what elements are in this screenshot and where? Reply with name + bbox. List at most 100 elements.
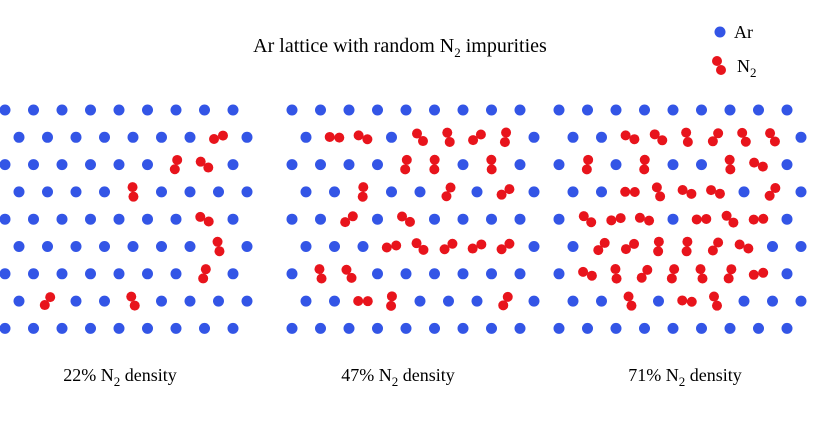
n2-atom <box>498 300 509 311</box>
n2-atom <box>709 291 720 302</box>
n2-atom <box>695 264 706 275</box>
ar-atom <box>142 213 153 225</box>
n2-atom <box>447 238 458 249</box>
ar-atom <box>156 131 167 143</box>
n2-atom <box>499 137 510 148</box>
ar-atom <box>781 104 793 116</box>
n2-atom <box>39 300 50 311</box>
panel-label-text: 71% N <box>628 365 679 385</box>
n2-atom <box>651 182 662 193</box>
ar-atom <box>696 104 707 116</box>
ar-atom <box>170 104 182 116</box>
ar-atom <box>528 295 540 307</box>
ar-atom <box>667 322 679 334</box>
n2-atom <box>429 164 440 175</box>
ar-atom <box>227 213 239 225</box>
panel-label-subscript: 2 <box>114 374 121 389</box>
ar-atom <box>227 268 239 280</box>
n2-atom <box>714 188 725 199</box>
lattice-panel <box>0 104 253 334</box>
n2-atom <box>442 127 453 138</box>
n2-atom <box>212 236 223 247</box>
n2-atom <box>504 238 515 249</box>
n2-atom <box>686 296 697 307</box>
ar-atom <box>28 268 39 280</box>
n2-atom <box>681 246 692 257</box>
n2-atom <box>126 291 137 302</box>
n2-atom <box>669 264 680 275</box>
ar-atom <box>70 186 82 198</box>
ar-atom <box>156 186 167 198</box>
n2-atom <box>314 264 325 275</box>
legend-ar: Ar <box>734 22 753 42</box>
n2-atom <box>657 135 668 146</box>
ar-atom <box>471 186 483 198</box>
ar-atom <box>753 104 764 116</box>
ar-atom <box>184 186 196 198</box>
n2-atom <box>45 292 56 303</box>
ar-atom <box>28 322 39 334</box>
ar-atom <box>113 104 125 116</box>
n2-atom <box>316 273 327 284</box>
ar-atom <box>113 268 125 280</box>
ar-atom <box>372 213 383 225</box>
ar-atom <box>42 131 53 143</box>
ar-atom <box>567 131 579 143</box>
ar-atom <box>13 241 25 252</box>
ar-atom <box>738 186 750 198</box>
ar-atom <box>528 131 540 143</box>
ar-atom <box>13 295 25 307</box>
ar-atom <box>85 104 96 116</box>
ar-atom <box>300 241 312 252</box>
ar-atom <box>610 159 622 171</box>
n2-atom <box>486 164 497 175</box>
n2-atom <box>586 270 597 281</box>
n2-atom <box>362 296 373 307</box>
ar-atom <box>329 186 340 198</box>
ar-atom <box>667 104 679 116</box>
ar-atom <box>113 213 125 225</box>
n2-atom <box>629 238 640 249</box>
legend-n2-text: N <box>737 56 750 76</box>
n2-atom <box>353 130 364 141</box>
n2-atom <box>578 211 589 222</box>
ar-atom <box>357 241 369 252</box>
ar-atom <box>582 104 593 116</box>
ar-atom <box>795 186 807 198</box>
n2-atom <box>203 216 214 227</box>
ar-atom <box>486 268 497 280</box>
n2-atom <box>743 243 754 254</box>
ar-atom <box>227 159 239 171</box>
n2-atom <box>644 215 655 226</box>
ar-atom <box>286 213 298 225</box>
n2-atom <box>400 164 411 175</box>
n2-atom <box>723 273 734 284</box>
n2-atom <box>386 291 397 302</box>
ar-atom <box>315 322 326 334</box>
ar-atom <box>653 295 664 307</box>
panel-label-subscript: 2 <box>679 374 686 389</box>
n2-atom <box>195 156 206 167</box>
n2-atom <box>636 272 647 283</box>
ar-atom <box>56 322 68 334</box>
ar-atom <box>227 322 239 334</box>
ar-atom <box>343 322 355 334</box>
n2-atom <box>765 128 776 139</box>
panel-label: 47% N2 density <box>341 365 455 389</box>
n2-atom <box>475 129 486 140</box>
ar-atom <box>142 159 153 171</box>
ar-atom <box>315 213 326 225</box>
n2-atom <box>713 128 724 139</box>
ar-atom <box>471 295 483 307</box>
n2-atom <box>764 190 775 201</box>
n2-atom <box>209 134 220 145</box>
n2-atom <box>358 182 369 193</box>
n2-atom <box>467 243 478 254</box>
ar-atom <box>429 104 440 116</box>
n2-atom <box>341 264 352 275</box>
ar-atom <box>241 295 253 307</box>
ar-atom <box>343 104 355 116</box>
n2-atom <box>606 215 617 226</box>
